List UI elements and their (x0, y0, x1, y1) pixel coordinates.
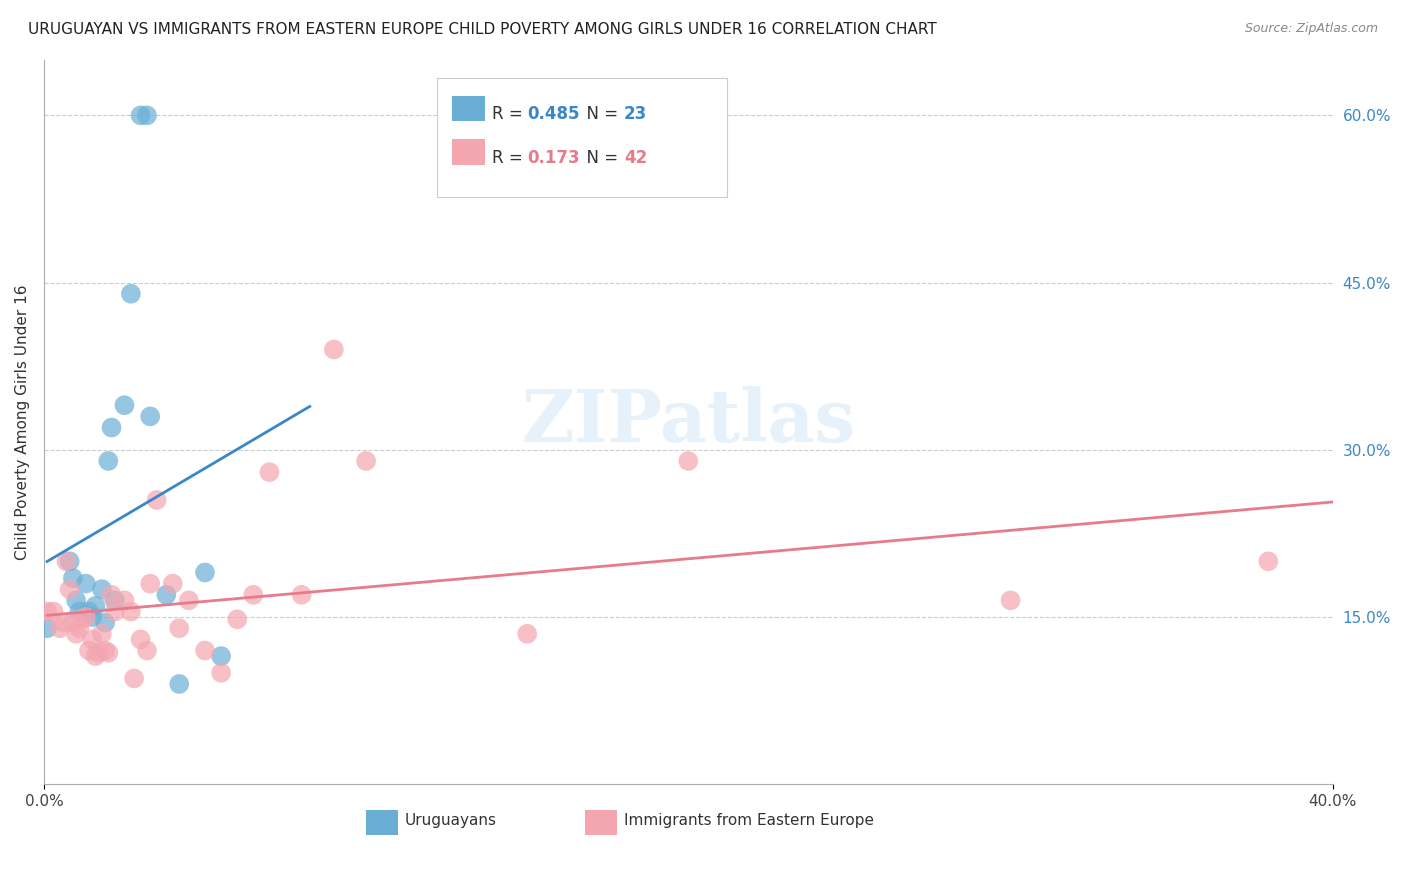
Text: 23: 23 (624, 105, 647, 123)
FancyBboxPatch shape (366, 810, 398, 835)
Point (194, 566, 217, 580)
Text: R =: R = (492, 105, 529, 123)
Point (104, 605, 127, 619)
Point (65, 627, 87, 641)
Point (120, 605, 142, 619)
Point (209, 665, 232, 680)
Point (136, 108, 159, 122)
Point (90, 582, 112, 597)
FancyBboxPatch shape (453, 95, 485, 121)
Point (67, 621, 90, 635)
Point (62, 615, 84, 630)
Point (62, 571, 84, 585)
Point (114, 593, 136, 607)
Point (136, 643, 159, 657)
Text: N =: N = (576, 105, 624, 123)
Point (94, 615, 117, 630)
Point (90, 627, 112, 641)
Point (120, 286, 142, 301)
Point (322, 343, 344, 357)
Point (67, 605, 90, 619)
Point (194, 643, 217, 657)
Text: 0.485: 0.485 (527, 105, 579, 123)
Point (37, 621, 59, 635)
Text: URUGUAYAN VS IMMIGRANTS FROM EASTERN EUROPE CHILD POVERTY AMONG GIRLS UNDER 16 C: URUGUAYAN VS IMMIGRANTS FROM EASTERN EUR… (28, 22, 936, 37)
Point (49, 621, 72, 635)
Point (291, 588, 314, 602)
Point (114, 398, 136, 412)
Point (97, 454, 120, 468)
Text: R =: R = (492, 149, 529, 167)
Point (354, 454, 377, 468)
Point (104, 593, 127, 607)
Point (77, 605, 100, 619)
Point (226, 612, 249, 626)
Point (97, 646, 120, 660)
FancyBboxPatch shape (450, 85, 720, 194)
Point (259, 465, 281, 479)
Point (37, 605, 59, 619)
Text: ZIPatlas: ZIPatlas (522, 386, 855, 458)
Point (129, 632, 152, 647)
Point (52, 615, 75, 630)
Point (42, 605, 65, 619)
Point (100, 420, 122, 434)
Point (155, 588, 177, 602)
FancyBboxPatch shape (585, 810, 617, 835)
Text: Uruguayans: Uruguayans (405, 813, 496, 828)
Point (77, 643, 100, 657)
Text: 42: 42 (624, 149, 647, 167)
Point (59, 582, 82, 597)
Point (1257, 554, 1279, 568)
Point (162, 576, 184, 591)
Point (87, 646, 110, 660)
Point (72, 612, 94, 626)
Point (59, 554, 82, 568)
FancyBboxPatch shape (437, 78, 727, 197)
Text: N =: N = (576, 149, 624, 167)
Point (84, 599, 107, 613)
Point (55, 554, 77, 568)
Point (100, 588, 122, 602)
Point (139, 576, 162, 591)
Point (177, 593, 200, 607)
Text: 0.173: 0.173 (527, 149, 579, 167)
Text: Immigrants from Eastern Europe: Immigrants from Eastern Europe (624, 813, 875, 828)
Point (75, 610, 97, 624)
Point (145, 493, 167, 508)
Point (84, 649, 107, 664)
Point (516, 627, 538, 641)
Text: Source: ZipAtlas.com: Source: ZipAtlas.com (1244, 22, 1378, 36)
Point (167, 621, 190, 635)
Point (122, 672, 145, 686)
FancyBboxPatch shape (453, 139, 485, 165)
Point (129, 108, 152, 122)
Point (65, 593, 87, 607)
Point (209, 649, 232, 664)
Point (678, 454, 700, 468)
Point (242, 588, 264, 602)
Point (1000, 593, 1022, 607)
Point (75, 576, 97, 591)
Point (94, 643, 117, 657)
Point (82, 632, 104, 647)
Point (139, 409, 162, 424)
Point (82, 610, 104, 624)
Point (167, 677, 190, 691)
Y-axis label: Child Poverty Among Girls Under 16: Child Poverty Among Girls Under 16 (15, 285, 30, 559)
